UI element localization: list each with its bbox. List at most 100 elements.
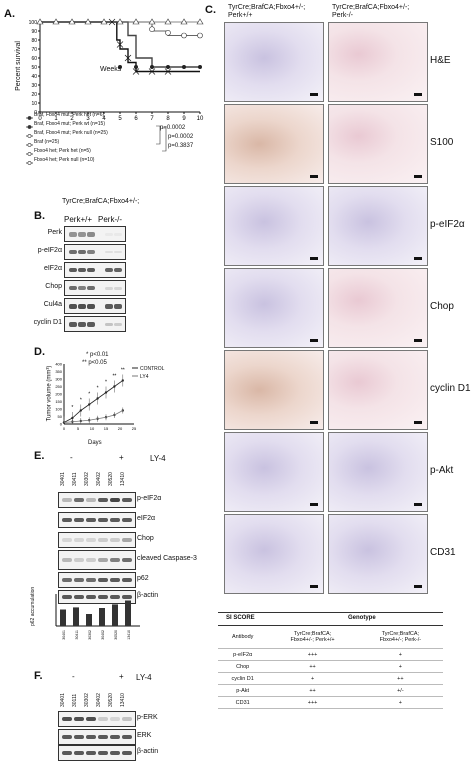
x-tick-label: 10	[197, 116, 204, 122]
panel-b-header: TyrCre;BrafCA;Fbxo4+/-;	[62, 198, 140, 205]
x-marker	[132, 68, 140, 75]
col-header-perk-wt: TyrCre;BrafCA;Fbxo4+/-; Perk+/+	[228, 4, 306, 19]
blot-row-label: p-eIF2α	[137, 495, 162, 502]
band	[87, 231, 95, 237]
triangle-marker	[196, 18, 204, 25]
significance-star: **	[121, 368, 125, 374]
survival-curve	[40, 21, 200, 73]
band	[105, 232, 113, 236]
scale-bar	[310, 421, 318, 424]
band	[78, 286, 86, 290]
blot-strip	[58, 532, 136, 548]
circle-marker	[181, 32, 187, 39]
band	[110, 595, 120, 599]
blot-row-label: eIF2α	[43, 265, 62, 272]
band	[69, 321, 77, 327]
si-score-table: SI SCORE Genotype Antibody TyrCre;BrafCA…	[218, 612, 443, 709]
ihc-image	[224, 186, 324, 266]
cell: +	[357, 648, 443, 661]
data-point	[62, 421, 66, 424]
ihc-image	[224, 514, 324, 594]
ihc-image	[328, 432, 428, 512]
y-tick-label: 80	[31, 38, 37, 44]
y-tick-label: 30	[31, 83, 37, 89]
blot-row-label: Chop	[45, 283, 62, 290]
blot-row-label: ERK	[137, 732, 152, 739]
band	[74, 751, 84, 755]
cell: +	[267, 672, 358, 685]
band	[110, 538, 120, 542]
blot-row-label: eIF2α	[137, 515, 156, 522]
blot-row-label: cleaved Caspase-3	[137, 555, 197, 562]
x-marker	[164, 68, 172, 75]
ihc-row-label: p-eIF2α	[430, 219, 465, 230]
filled-marker	[134, 65, 138, 69]
band	[110, 518, 120, 522]
scale-bar	[414, 257, 422, 260]
blot-strip	[64, 280, 126, 296]
blot-strip	[58, 590, 136, 604]
x-tick-label: 2	[70, 116, 74, 122]
significance-star: *	[80, 398, 82, 404]
x-tick-label: 5	[77, 426, 80, 431]
band	[74, 518, 84, 522]
band	[122, 498, 132, 502]
band	[114, 322, 122, 326]
ihc-image	[224, 268, 324, 348]
lane-label: 13410	[120, 693, 126, 707]
band	[62, 578, 72, 582]
y-tick-label: 70	[31, 47, 37, 53]
band	[86, 735, 96, 739]
treatment-label: LY-4	[150, 454, 166, 463]
panel-a-xlabel: Weeks	[100, 66, 122, 73]
bar-label: 30411	[75, 630, 79, 640]
scale-bar	[310, 93, 318, 96]
band	[98, 558, 108, 562]
band	[62, 538, 72, 542]
band	[62, 558, 72, 562]
lane-label: 30302	[84, 693, 90, 707]
cell: +	[357, 696, 443, 709]
blot-row-label: β-actin	[137, 592, 159, 599]
panel-c-label: C.	[205, 4, 216, 16]
band	[86, 538, 96, 542]
blot-strip	[58, 550, 136, 570]
band	[86, 595, 96, 599]
band	[86, 751, 96, 755]
y-tick-label: 60	[31, 56, 37, 62]
ihc-image	[224, 22, 324, 102]
table-row: p-eIF2α +++ +	[218, 648, 443, 661]
table-row: CD31 +++ +	[218, 696, 443, 709]
band	[74, 578, 84, 582]
filled-marker	[166, 65, 170, 69]
filled-marker	[182, 65, 186, 69]
band	[105, 303, 113, 309]
x-tick-label: 6	[134, 116, 138, 122]
pvalue: p=0.0002	[168, 134, 194, 140]
treatment-label: LY-4	[136, 673, 152, 682]
filled-marker	[198, 65, 202, 69]
band	[62, 498, 72, 502]
band	[62, 751, 72, 755]
scale-bar	[310, 339, 318, 342]
bar-label: 30402	[101, 630, 105, 640]
cell: +++	[267, 648, 358, 661]
table-col1-header: TyrCre;BrafCA; Fbxo4+/-; Perk+/+	[267, 626, 358, 649]
cell: p-Akt	[218, 684, 268, 697]
bar	[86, 614, 92, 626]
band	[69, 231, 77, 237]
significance-star: **	[112, 374, 116, 380]
band	[105, 322, 113, 326]
band	[78, 303, 86, 309]
legend-marker	[27, 161, 32, 165]
pvalue-bracket	[156, 125, 161, 145]
blot-strip	[64, 226, 126, 242]
filled-marker	[118, 65, 122, 69]
x-tick-label: 0	[63, 426, 66, 431]
triangle-marker	[164, 18, 172, 25]
band	[62, 518, 72, 522]
lane-label: 30520	[108, 693, 114, 707]
group-plus: +	[119, 453, 124, 462]
significance-star: *	[105, 380, 107, 386]
